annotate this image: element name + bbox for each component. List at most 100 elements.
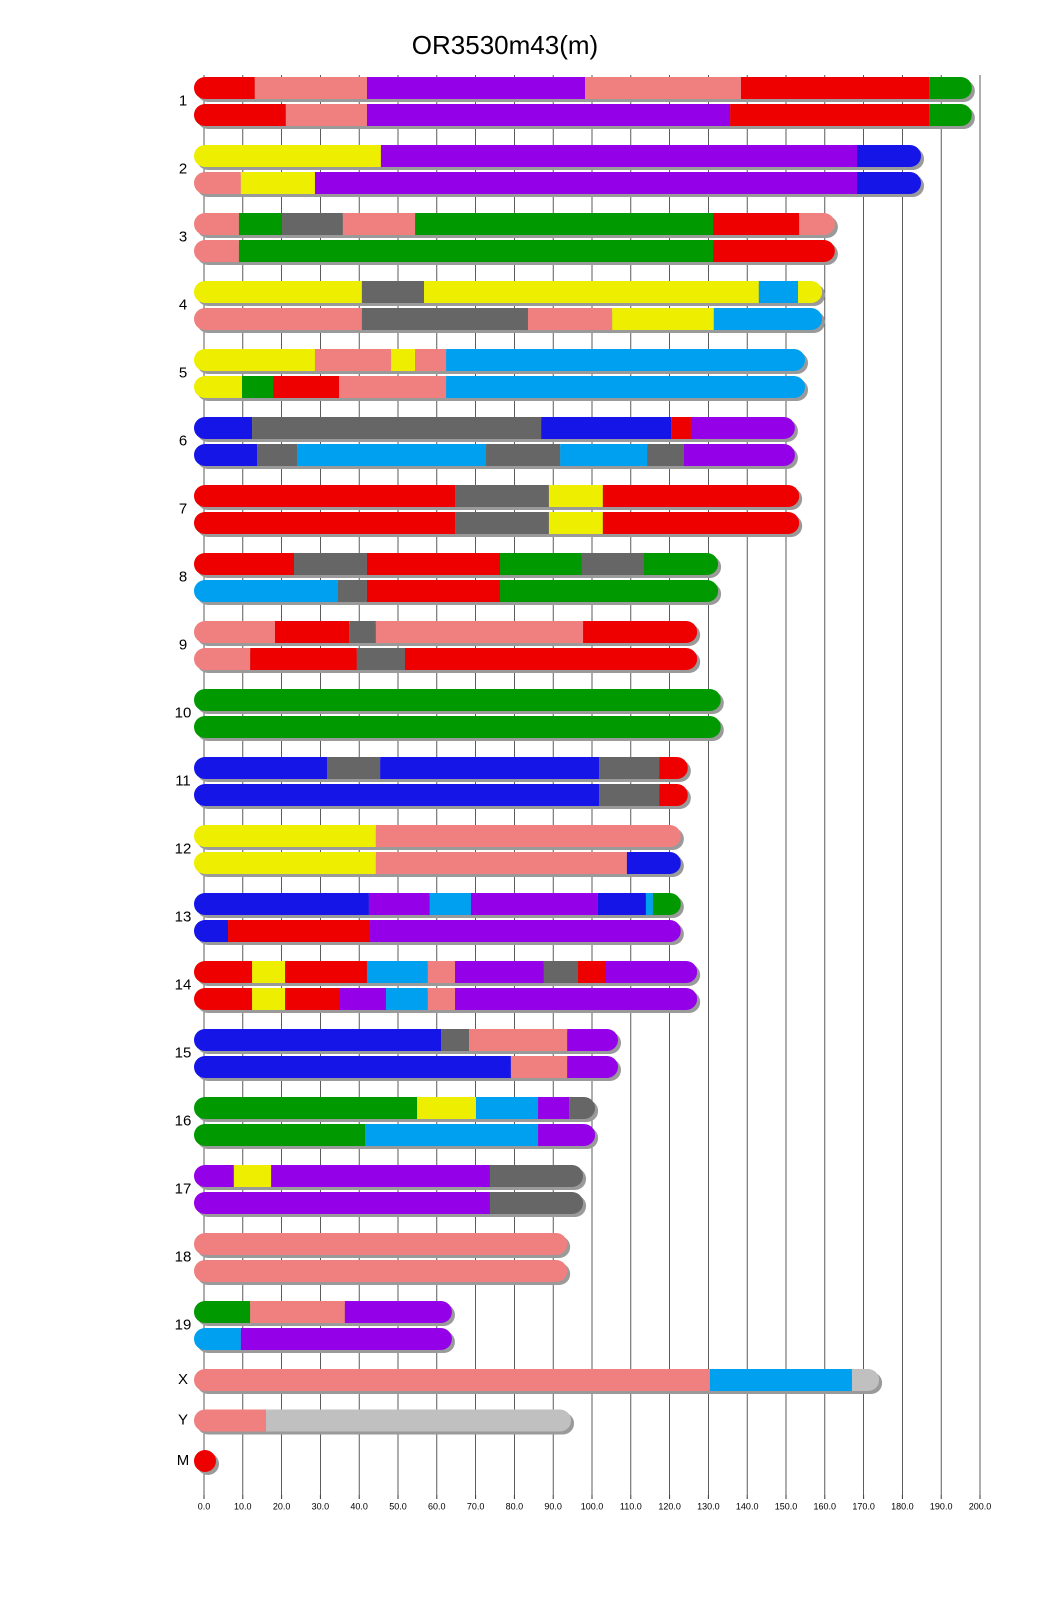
- segment: [194, 852, 376, 874]
- chromosome-label: 9: [179, 636, 187, 653]
- segment: [659, 757, 688, 779]
- chromosome-label: 3: [179, 228, 187, 245]
- x-tick-label: 170.0: [852, 1501, 875, 1511]
- segment: [391, 349, 416, 371]
- segment: [257, 444, 298, 466]
- haplotype: [194, 512, 800, 534]
- haplotype: [194, 281, 823, 303]
- segment: [375, 825, 681, 847]
- haplotype: [194, 580, 719, 602]
- haplotype: [194, 1301, 452, 1323]
- segment: [194, 825, 376, 847]
- segment: [194, 716, 721, 738]
- segment: [194, 621, 276, 643]
- segment: [857, 145, 922, 167]
- chromosome-label: 5: [179, 364, 187, 381]
- segment: [314, 349, 392, 371]
- chromosome-label: 11: [175, 772, 191, 789]
- segment: [683, 444, 795, 466]
- segment: [730, 104, 930, 126]
- segment: [194, 1369, 710, 1391]
- haplotype: [194, 852, 681, 874]
- segment: [361, 308, 528, 330]
- haplotype: [194, 1124, 596, 1146]
- haplotype: [194, 920, 681, 942]
- haplotype: [194, 349, 806, 371]
- segment: [254, 77, 367, 99]
- segment: [429, 893, 471, 915]
- segment: [294, 553, 367, 575]
- segment: [713, 240, 835, 262]
- haplotype: [194, 893, 681, 915]
- segment: [652, 893, 681, 915]
- chromosome-label: 6: [179, 432, 187, 449]
- segment: [489, 1192, 584, 1214]
- segment: [366, 553, 501, 575]
- segment: [240, 1328, 452, 1350]
- x-tick-label: 10.0: [234, 1501, 252, 1511]
- haplotype: [194, 308, 823, 330]
- segment: [598, 784, 660, 806]
- segment: [375, 852, 627, 874]
- haplotype: [194, 145, 922, 167]
- haplotype: [194, 1029, 618, 1051]
- x-tick-label: 40.0: [350, 1501, 368, 1511]
- segment: [370, 920, 681, 942]
- haplotype: [194, 621, 698, 643]
- haplotype: [194, 1097, 596, 1119]
- segment: [857, 172, 922, 194]
- segment: [361, 281, 424, 303]
- segment: [366, 961, 428, 983]
- x-tick-label: 90.0: [544, 1501, 562, 1511]
- segment: [281, 213, 343, 235]
- segment: [578, 961, 606, 983]
- chromosome-label: 17: [175, 1180, 192, 1197]
- haplotype: [194, 784, 688, 806]
- segment: [446, 376, 806, 398]
- x-tick-label: 70.0: [467, 1501, 485, 1511]
- segment: [194, 1192, 490, 1214]
- segment: [342, 213, 416, 235]
- segment: [344, 1301, 452, 1323]
- segment: [758, 281, 799, 303]
- x-tick-label: 50.0: [389, 1501, 407, 1511]
- segment: [709, 1369, 852, 1391]
- x-tick-label: 160.0: [814, 1501, 837, 1511]
- segment: [427, 961, 456, 983]
- segment: [228, 920, 371, 942]
- chromosome-label: 14: [175, 976, 192, 993]
- segment: [194, 349, 315, 371]
- x-tick-label: 140.0: [736, 1501, 759, 1511]
- chromosome-label: 15: [175, 1044, 192, 1061]
- chromosome-label: 10: [175, 704, 192, 721]
- segment: [647, 444, 684, 466]
- segment: [740, 77, 930, 99]
- haplotype: [194, 988, 698, 1010]
- segment: [602, 512, 800, 534]
- chromosome-label: 16: [175, 1112, 192, 1129]
- segment: [194, 1328, 241, 1350]
- segment: [851, 1369, 880, 1391]
- segment: [250, 1301, 345, 1323]
- haplotype: [194, 104, 972, 126]
- segment: [500, 553, 582, 575]
- segment: [423, 281, 759, 303]
- segment: [567, 1029, 618, 1051]
- segment: [194, 1301, 251, 1323]
- segment: [326, 757, 381, 779]
- haplotype: [194, 1328, 452, 1350]
- segment: [194, 893, 369, 915]
- chromosome-label: M: [177, 1452, 190, 1469]
- segment: [194, 240, 239, 262]
- segment: [527, 308, 613, 330]
- segment: [194, 784, 599, 806]
- segment: [929, 77, 972, 99]
- segment: [469, 1029, 568, 1051]
- segment: [385, 988, 428, 1010]
- haplotype: [194, 417, 795, 439]
- segment: [380, 145, 858, 167]
- segment: [194, 1260, 568, 1282]
- chromosome-label: 1: [179, 92, 187, 109]
- segment: [486, 444, 561, 466]
- segment: [366, 104, 731, 126]
